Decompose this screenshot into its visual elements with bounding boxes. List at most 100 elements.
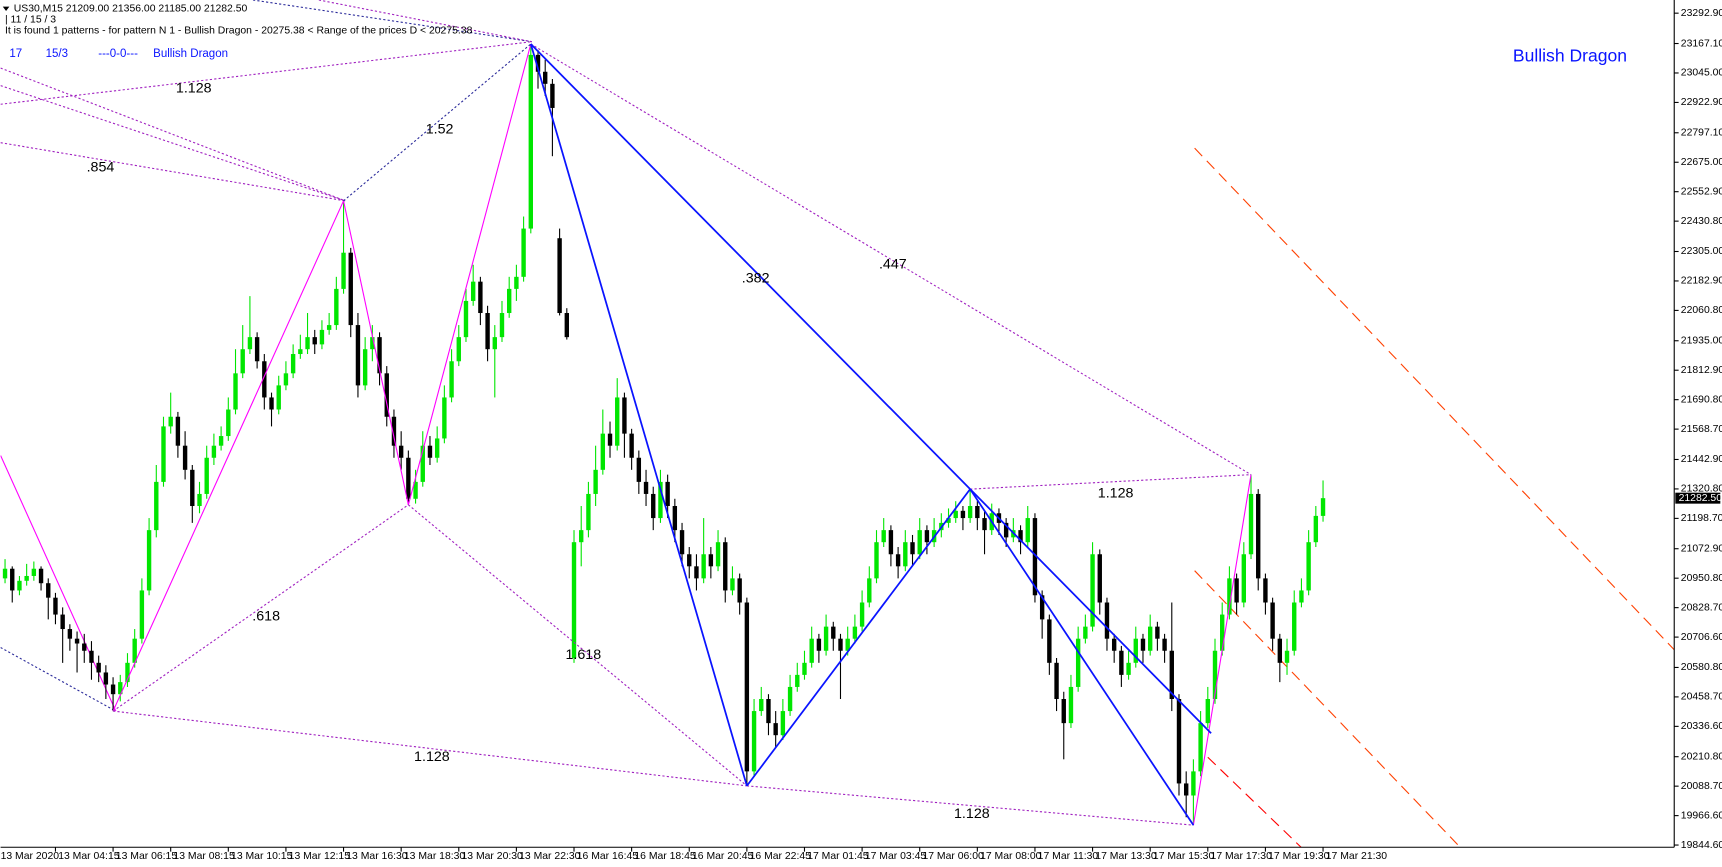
candle-body [341,252,346,289]
candle-body [867,578,872,603]
candle-body [586,493,591,531]
candle-body [535,54,541,72]
candle-body [831,626,836,639]
candle-body [1234,578,1239,603]
candle-body [456,337,461,362]
y-tick-label: 22552.90 [1681,186,1722,197]
candle-body [362,349,368,386]
x-tick-label: 16 Mar 20:45 [692,851,754,862]
candle-body [348,252,353,326]
candle-body [298,349,303,355]
candle-body [701,554,706,579]
chart-title: Bullish Dragon [1513,46,1627,66]
candle-body [1111,638,1117,651]
candle-body [874,542,879,579]
candle-body [903,542,908,567]
candle-body [924,530,930,543]
candle-body [370,337,375,350]
candle-body [1277,638,1283,663]
candle-body [406,457,411,499]
candle-body [687,554,692,567]
ratio-line [746,785,1194,826]
candle-body [226,409,231,437]
candle-body [550,83,555,108]
ratio-line [252,0,532,43]
candle-body [1241,554,1247,603]
candle-body [1183,783,1189,796]
candle-body [17,580,22,591]
candle-body [492,337,497,350]
pattern-line [407,43,532,505]
candle-body [355,325,361,386]
candle-body [211,445,217,458]
candle-body [816,638,822,651]
candle-body [233,373,238,410]
x-tick-label: 16 Mar 18:45 [634,851,696,862]
candle-body [571,542,577,658]
candle-body [413,481,418,499]
candle-body [269,397,274,410]
x-tick-label: 17 Mar 03:45 [865,851,927,862]
candle-body [247,337,253,350]
candle-body [161,426,166,482]
candle-body [723,542,728,591]
y-tick-label: 23292.90 [1681,8,1722,19]
candle-body [31,568,37,576]
channel-line [1194,570,1461,848]
ratio-line [113,710,747,787]
ratio-line [970,474,1252,490]
candle-body [1061,699,1066,724]
y-tick-label: 21812.90 [1681,365,1722,376]
candle-body [672,506,678,531]
candle-body [759,699,764,712]
candle-body [384,373,389,417]
ratio-line [408,504,748,787]
candle-body [838,638,843,651]
candle-body [1083,626,1088,639]
candle-body [506,288,512,314]
candle-body [1104,602,1110,639]
candle-body [960,510,966,519]
x-tick-label: 13 Mar 20:30 [462,851,524,862]
candle-body [917,530,922,555]
candle-body [168,416,173,427]
candle-body [982,518,987,531]
candle-body [1313,515,1319,543]
candle-body [607,433,613,446]
plot-area [0,0,1675,848]
candle-body [82,643,87,651]
candle-body [377,337,382,374]
candle-body [823,626,829,651]
candle-body [190,469,195,507]
counter: ---0-0--- [98,48,138,60]
candle-body [1032,518,1038,596]
candle-body [859,602,865,627]
candle-body [579,530,584,543]
candle-body [326,325,332,330]
x-tick-label: 13 Mar 04:15 [58,851,120,862]
candle-body [953,510,958,519]
y-tick-label: 21320.80 [1681,484,1722,495]
candle-body [139,590,145,639]
y-tick-label: 20706.60 [1681,632,1722,643]
x-tick-label: 16 Mar 16:45 [577,851,639,862]
candle-body [46,583,51,598]
candle-body [125,662,130,683]
info-line: | 11 / 15 / 3 [5,15,56,26]
counter: 15/3 [46,48,68,60]
candle-body [218,436,224,446]
candle-body [730,578,735,591]
zigzag-line [746,488,971,787]
symbol-line: US30,M15 21209.00 21356.00 21185.00 2128… [14,4,248,15]
candle-body [1119,650,1124,675]
ratio-line [0,142,346,202]
ratio-line [530,43,1252,476]
pattern-name: Bullish Dragon [153,48,228,60]
last-price-box [1675,492,1721,504]
pattern-line [1192,474,1252,826]
candle-body [1191,771,1196,796]
offscreen-pattern-lines [0,0,1675,848]
status-line: It is found 1 patterns - for pattern N 1… [5,25,473,36]
ratio-line [318,0,532,43]
